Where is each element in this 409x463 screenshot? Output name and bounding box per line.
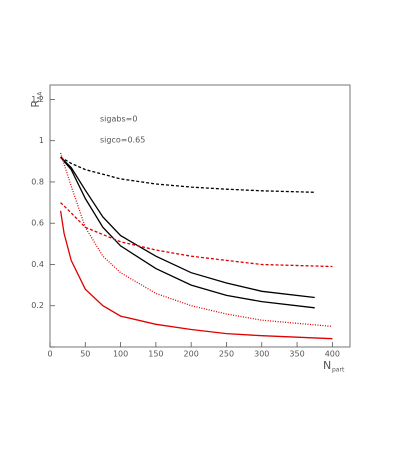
x-tick-label: 300: [254, 350, 269, 359]
x-tick-label: 350: [289, 350, 304, 359]
x-tick-label: 200: [184, 350, 199, 359]
y-label-sub: AA: [37, 91, 44, 100]
plot-frame: [49, 84, 351, 348]
y-tick-label: 0.2: [31, 301, 44, 310]
line: [60, 156, 315, 193]
x-tick-label: 100: [113, 350, 128, 359]
annotation: sigabs=0: [100, 115, 137, 124]
x-tick-label: 250: [219, 350, 234, 359]
y-tick-label: 0.8: [31, 177, 44, 186]
line: [60, 156, 315, 299]
x-tick-label: 150: [148, 350, 163, 359]
annotation: sigco=0.65: [100, 136, 145, 145]
y-tick-label: 0.4: [31, 260, 44, 269]
y-tick-label: 1: [39, 136, 44, 145]
x-tick-label: 0: [47, 350, 52, 359]
line: [60, 202, 333, 268]
y-tick-label: 1.2: [31, 95, 44, 104]
y-label: R: [29, 100, 42, 108]
x-label: N: [323, 359, 331, 372]
y-tick-label: 0.6: [31, 219, 44, 228]
line: [60, 156, 315, 309]
x-label-sub: part: [332, 367, 345, 374]
line: [59, 210, 333, 340]
x-tick-label: 50: [80, 350, 90, 359]
x-tick-label: 400: [325, 350, 340, 359]
line: [59, 152, 333, 328]
y-axis-label: R AA: [29, 91, 44, 108]
